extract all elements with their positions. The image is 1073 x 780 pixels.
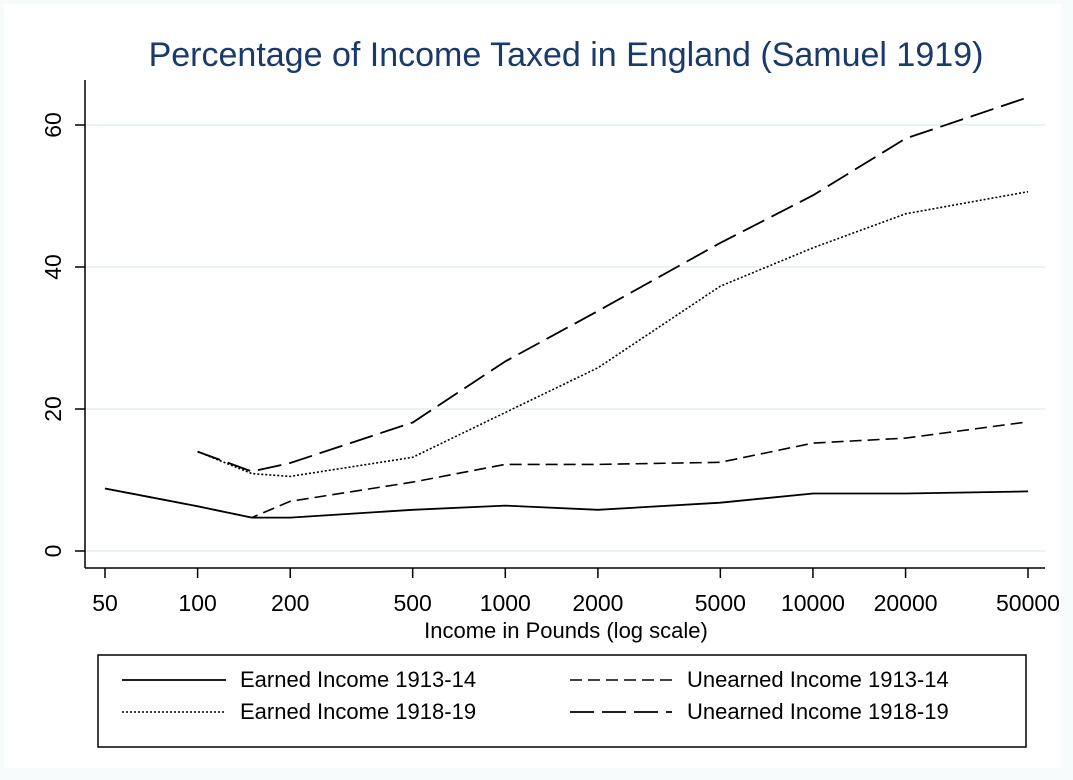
y-tick-label: 60 [40,112,66,138]
y-tick-label: 20 [40,396,66,422]
x-tick-label: 50 [92,590,118,616]
series-line [104,487,1029,519]
x-tick-label: 500 [393,590,431,616]
x-axis-label: Income in Pounds (log scale) [424,618,708,643]
legend-label: Earned Income 1918-19 [240,699,476,724]
chart-title: Percentage of Income Taxed in England (S… [149,36,984,74]
x-tick-label: 50000 [996,590,1060,616]
graph-region [4,4,1061,768]
axes: 0 20 40 60 50 100 200 500 1000 2000 5000 10000 20000… [40,80,1060,616]
y-tick-label: 40 [40,254,66,280]
x-tick-label: 1000 [480,590,531,616]
series-line [197,96,1029,473]
legend: Earned Income 1913-14 Unearned Income 191… [97,654,1027,748]
series-line [197,190,1029,478]
legend-label: Unearned Income 1913-14 [687,667,949,692]
x-tick-label: 5000 [695,590,746,616]
y-tick-label: 0 [40,545,66,558]
series-lines [104,96,1029,519]
x-tick-label: 10000 [781,590,845,616]
x-tick-label: 20000 [874,590,938,616]
series-line [104,421,1029,519]
x-tick-label: 100 [178,590,216,616]
legend-label: Unearned Income 1918-19 [687,699,949,724]
gridlines [85,124,1045,552]
legend-label: Earned Income 1913-14 [240,667,476,692]
x-tick-label: 200 [271,590,309,616]
x-tick-label: 2000 [572,590,623,616]
legend-box [97,654,1027,748]
